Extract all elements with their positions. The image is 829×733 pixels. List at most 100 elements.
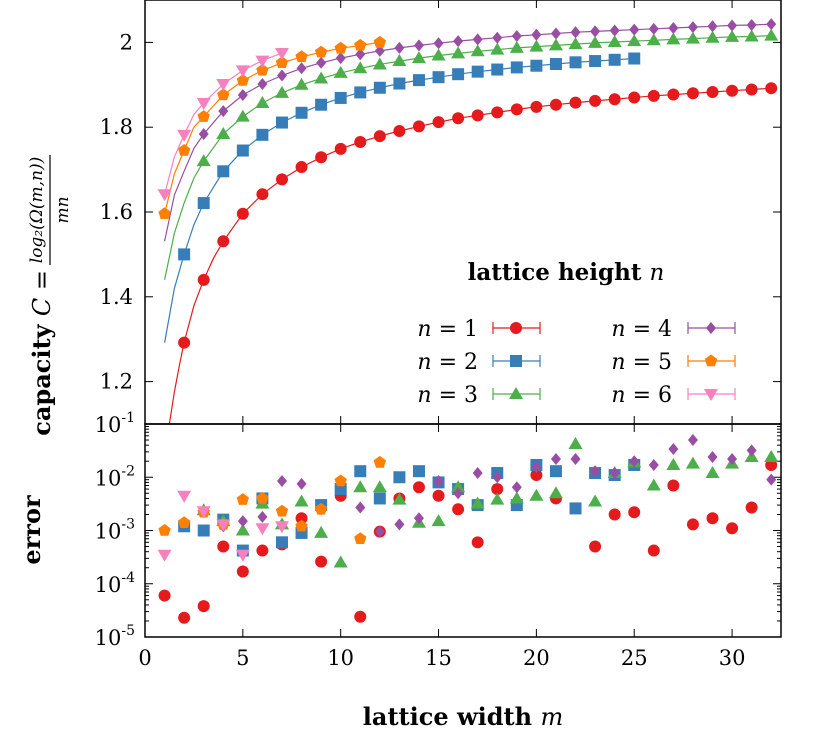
data-point	[237, 88, 248, 101]
error-point	[413, 512, 424, 525]
axis-labels: capacity C = log₂(Ω(m,n)) mn error lattice w…	[17, 155, 563, 731]
ylabel-denominator: mn	[53, 196, 73, 223]
data-point	[236, 144, 249, 157]
data-point	[315, 151, 328, 164]
error-point	[590, 465, 601, 478]
error-point	[687, 434, 698, 447]
data-point	[510, 61, 523, 74]
data-point	[316, 56, 327, 69]
data-point	[334, 41, 347, 54]
ytick-label-bottom: 10-1	[95, 410, 135, 437]
error-point	[392, 492, 407, 505]
data-point	[197, 273, 210, 286]
data-point	[685, 31, 700, 44]
data-point	[490, 42, 505, 55]
error-point	[511, 481, 522, 494]
legend-marker	[706, 322, 716, 334]
data-point	[667, 88, 680, 101]
data-point	[177, 129, 192, 142]
data-point	[294, 77, 309, 90]
data-point	[255, 96, 270, 109]
error-point	[217, 540, 230, 553]
data-point	[432, 71, 445, 84]
data-point	[764, 28, 779, 41]
data-point	[354, 38, 367, 51]
error-point	[412, 465, 425, 478]
error-point	[433, 475, 444, 488]
capacity-panel: 1.2 1.4 1.6 1.8 2	[100, 0, 782, 425]
ytick-label-bottom: 10-3	[95, 517, 135, 544]
data-point	[589, 94, 602, 107]
data-point	[452, 68, 465, 81]
error-point	[628, 506, 641, 519]
data-point	[765, 82, 778, 95]
error-point	[197, 600, 210, 613]
data-point	[745, 83, 758, 96]
data-point	[707, 20, 718, 33]
ytick-label-top: 1.4	[100, 285, 133, 309]
data-point	[335, 52, 346, 65]
data-point	[629, 23, 640, 36]
data-point	[590, 25, 601, 38]
ytick-label-bottom: 10-4	[95, 570, 135, 597]
error-point	[588, 494, 603, 507]
xlabel: lattice width m	[363, 702, 563, 731]
data-point	[373, 81, 386, 94]
data-point	[492, 31, 503, 44]
error-point	[177, 490, 192, 503]
data-point	[646, 33, 661, 46]
error-point	[333, 555, 348, 568]
xtick-label: 30	[719, 646, 746, 670]
data-point	[178, 336, 191, 349]
error-point	[452, 503, 465, 516]
data-point	[648, 22, 659, 35]
error-point	[178, 611, 191, 624]
error-point	[667, 479, 680, 492]
error-point	[257, 510, 268, 523]
error-panel: 10-5 10-4 10-3 10-2 10-1 0 5 10 15 20 25 30	[95, 410, 782, 670]
data-point	[178, 144, 191, 156]
capacity-series-2	[164, 52, 641, 343]
error-point	[648, 458, 659, 471]
data-point	[509, 40, 524, 53]
error-point	[432, 489, 445, 502]
error-point	[334, 474, 347, 487]
error-point	[276, 475, 287, 488]
legend-marker	[510, 322, 522, 334]
error-point	[471, 536, 484, 549]
data-point	[295, 106, 308, 119]
ytick-label-top: 1.8	[100, 115, 133, 139]
capacity-series-6	[157, 48, 289, 202]
error-point	[470, 496, 485, 509]
data-point	[158, 207, 171, 219]
error-point	[295, 519, 308, 532]
data-point	[257, 77, 268, 90]
error-point	[178, 516, 191, 528]
xtick-label: 15	[425, 646, 452, 670]
xtick-label: 5	[236, 646, 249, 670]
data-point	[373, 35, 386, 48]
ylabel-numerator: log₂(Ω(m,n))	[27, 157, 47, 263]
data-point	[275, 173, 288, 186]
data-point	[433, 37, 444, 50]
data-point	[432, 116, 445, 129]
error-series-6	[157, 490, 289, 562]
error-point	[236, 493, 249, 505]
ytick-label-bottom: 10-5	[95, 623, 135, 650]
bottom-frame	[144, 423, 782, 638]
data-point	[511, 30, 522, 43]
capacity-series-4	[164, 18, 777, 242]
data-point	[374, 44, 385, 57]
error-point	[629, 455, 640, 468]
error-point	[314, 502, 328, 515]
error-point	[236, 565, 249, 578]
error-point	[472, 467, 483, 480]
data-point	[529, 39, 544, 52]
data-point	[256, 128, 269, 141]
data-point	[569, 56, 582, 69]
error-point	[354, 532, 367, 544]
legend-label: n = 6	[611, 383, 672, 408]
data-point	[412, 74, 425, 87]
error-point	[294, 494, 309, 507]
